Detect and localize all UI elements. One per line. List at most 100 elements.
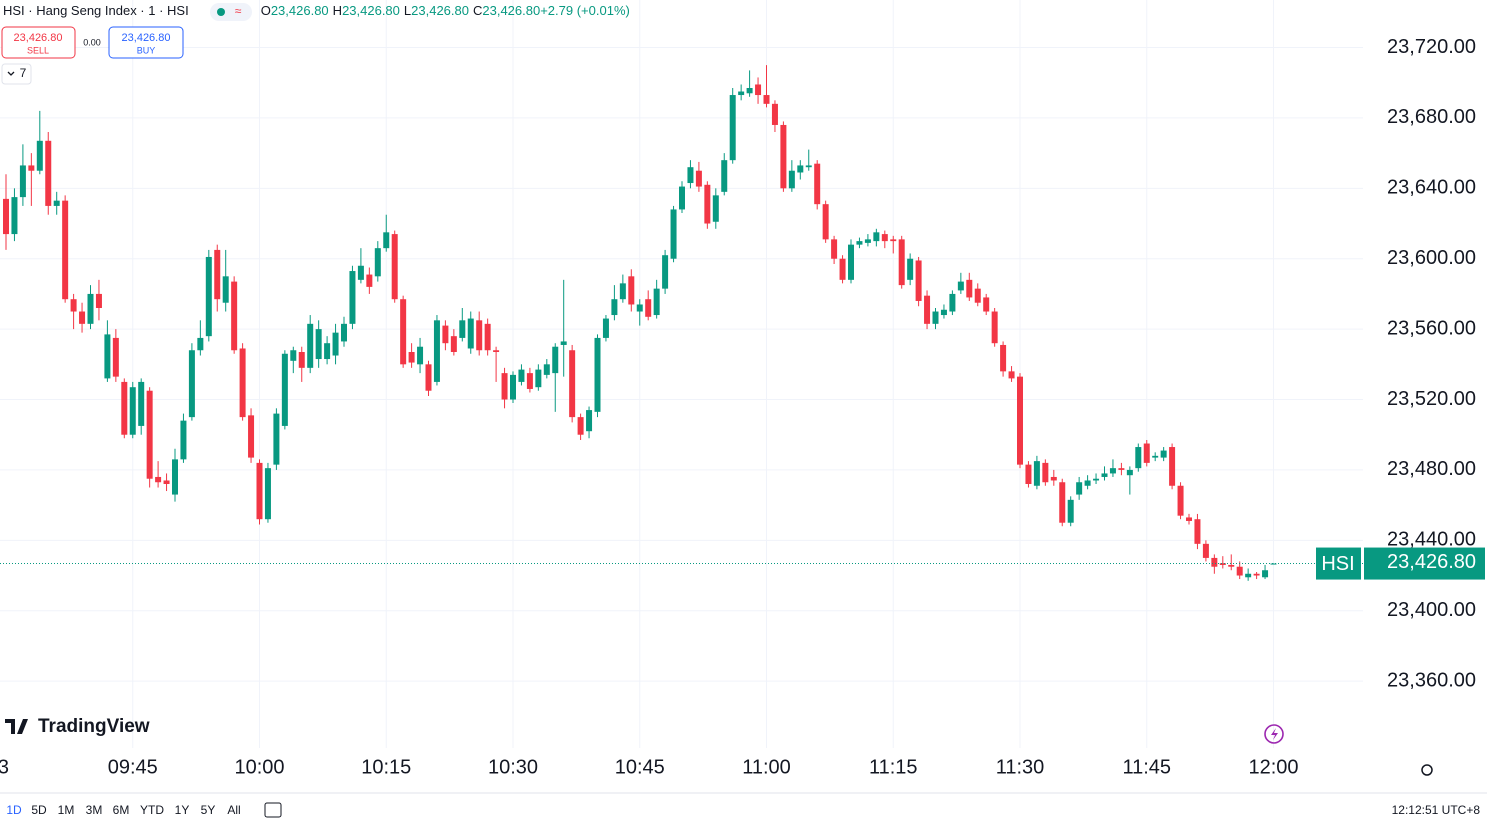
- candle-body: [425, 364, 432, 391]
- range-button[interactable]: 5D: [31, 803, 47, 817]
- market-open-dot: [217, 8, 225, 16]
- candle-body: [484, 323, 491, 351]
- x-tick-label: 12:00: [1248, 756, 1298, 778]
- candle-body: [1177, 485, 1184, 516]
- candle-body: [628, 276, 635, 305]
- x-tick-label: 3: [0, 756, 9, 778]
- candle-body: [577, 417, 584, 435]
- sell-price: 23,426.80: [14, 32, 63, 44]
- candle-body: [535, 369, 542, 388]
- candle-body: [1186, 517, 1192, 521]
- candle-body: [1135, 447, 1142, 469]
- settings-icon[interactable]: [1421, 764, 1433, 776]
- candle-body: [214, 249, 221, 300]
- candle-body: [797, 165, 804, 173]
- candle-body: [493, 350, 500, 352]
- candle-body: [1270, 563, 1277, 565]
- range-button[interactable]: 6M: [113, 803, 130, 817]
- candle-body: [611, 299, 618, 316]
- status-pill[interactable]: [210, 3, 252, 21]
- legend-value: 23,426.80: [271, 3, 329, 18]
- candle-body: [11, 197, 18, 235]
- range-button[interactable]: 1D: [6, 803, 22, 817]
- candle-body: [890, 239, 897, 242]
- candle-body: [112, 337, 119, 377]
- chevron-icon: [7, 71, 15, 76]
- candle-body: [408, 352, 415, 363]
- candle-body: [636, 304, 643, 312]
- overlay: 23,360.00 23,400.00 23,440.00 23,480.00 23,5…: [0, 36, 1485, 778]
- candle-body: [653, 288, 660, 316]
- candle-body: [349, 271, 356, 324]
- candle-body: [450, 336, 457, 352]
- candle-body: [1109, 468, 1116, 474]
- candle-body: [957, 281, 964, 291]
- symbol-badge: [1316, 547, 1361, 580]
- range-button[interactable]: 3M: [86, 803, 103, 817]
- candle-body: [780, 124, 787, 189]
- candle-body: [864, 239, 871, 243]
- sell-button[interactable]: [1, 26, 76, 59]
- candle-body: [645, 299, 652, 317]
- candle-body: [391, 234, 398, 300]
- x-tick-label: 10:45: [615, 756, 665, 778]
- price-badge: [1364, 547, 1485, 580]
- candle-body: [560, 341, 567, 345]
- candle-body: [1033, 461, 1040, 486]
- candle-body: [670, 209, 677, 259]
- candle-body: [1084, 480, 1091, 486]
- candle-body: [619, 283, 626, 300]
- candle-body: [949, 293, 956, 312]
- candle-body: [442, 325, 449, 344]
- alert-icon[interactable]: [1264, 724, 1284, 744]
- candle-body: [662, 255, 669, 289]
- candle-body: [290, 350, 297, 361]
- candle-body: [1152, 455, 1159, 458]
- candle-body: [163, 480, 170, 484]
- x-tick-label: 09:45: [108, 756, 158, 778]
- candle-body: [45, 140, 52, 206]
- candle-body: [222, 276, 229, 303]
- candle-body: [1169, 447, 1176, 486]
- candle-body: [924, 295, 931, 324]
- candle-body: [1262, 570, 1269, 578]
- y-tick-label: 23,360.00: [1387, 669, 1476, 691]
- candle-body: [983, 297, 990, 312]
- candle-body: [188, 350, 195, 418]
- candle-body: [687, 167, 694, 184]
- candle-body: [1093, 478, 1100, 481]
- clock: 12:12:51 UTC+8: [1392, 803, 1481, 817]
- candle-body: [28, 165, 35, 171]
- candle-body: [1219, 563, 1226, 565]
- range-button[interactable]: YTD: [140, 803, 164, 817]
- candle-body: [1050, 476, 1057, 481]
- y-tick-label: 23,400.00: [1387, 599, 1476, 621]
- candle-body: [433, 320, 440, 382]
- date-range-icon[interactable]: [264, 802, 282, 818]
- indicators-toggle[interactable]: [1, 63, 32, 85]
- candle-body: [712, 195, 719, 222]
- candle-body: [1042, 462, 1049, 483]
- range-button[interactable]: 5Y: [201, 803, 216, 817]
- candle-body: [1236, 566, 1243, 576]
- candle-body: [966, 279, 973, 298]
- candle-body: [898, 239, 905, 286]
- candle-body: [695, 170, 702, 187]
- candle-body: [1194, 519, 1201, 544]
- range-button[interactable]: 1M: [58, 803, 75, 817]
- candle-body: [104, 334, 111, 379]
- x-tick-label: 10:00: [234, 756, 284, 778]
- candle-body: [526, 373, 533, 389]
- sell-label: SELL: [27, 45, 49, 55]
- candle-body: [543, 364, 550, 375]
- buy-button[interactable]: [108, 26, 184, 59]
- candle-body: [315, 329, 322, 360]
- candle-body: [991, 311, 998, 344]
- range-button[interactable]: 1Y: [175, 803, 190, 817]
- candle-body: [95, 293, 102, 308]
- candle-body: [1253, 573, 1260, 576]
- candle-body: [298, 352, 305, 368]
- range-button[interactable]: All: [227, 803, 240, 817]
